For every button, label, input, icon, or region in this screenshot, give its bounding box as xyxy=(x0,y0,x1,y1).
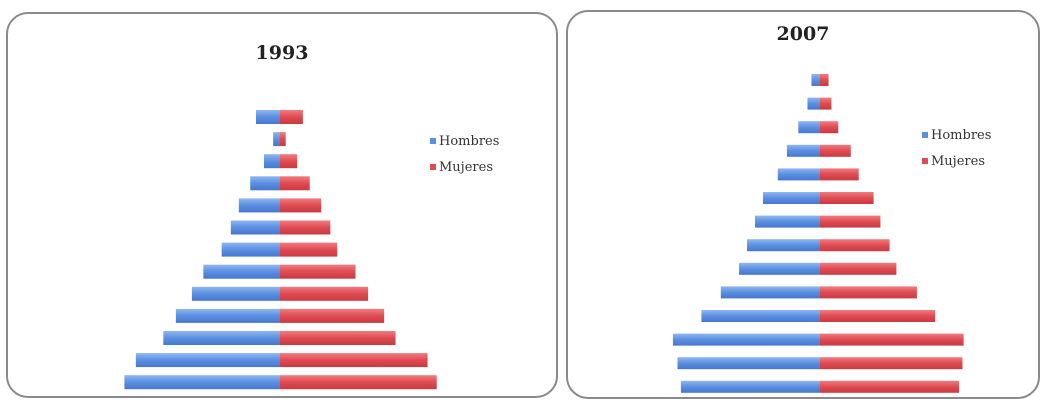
bar-mujeres xyxy=(820,121,839,134)
chart-title: 2007 xyxy=(776,23,830,45)
bar-hombres xyxy=(777,168,820,181)
bar-hombres xyxy=(107,397,280,398)
pyramid-panel-2007: 2007 Hombres Mujeres xyxy=(566,10,1040,399)
bar-hombres xyxy=(163,331,280,345)
bar-mujeres xyxy=(820,239,890,252)
bar-mujeres xyxy=(820,215,881,228)
bar-mujeres xyxy=(820,333,964,346)
bar-hombres xyxy=(221,242,280,257)
bar-hombres xyxy=(124,375,280,390)
bar-mujeres xyxy=(820,262,897,275)
bar-hombres xyxy=(203,264,280,279)
bar-hombres xyxy=(263,154,280,169)
bar-mujeres xyxy=(820,168,859,181)
bar-hombres xyxy=(811,74,820,86)
bar-mujeres xyxy=(820,357,963,370)
bar-hombres xyxy=(175,308,280,323)
bar-mujeres xyxy=(280,308,385,323)
bar-hombres xyxy=(250,176,280,191)
bar-mujeres xyxy=(280,264,356,279)
bar-mujeres xyxy=(280,397,448,398)
bar-mujeres xyxy=(280,375,437,390)
legend-item-mujeres: Mujeres xyxy=(922,152,991,170)
bar-mujeres xyxy=(820,74,829,86)
bar-hombres xyxy=(677,357,820,370)
bar-mujeres xyxy=(280,286,369,301)
bar-hombres xyxy=(755,215,820,228)
pyramid-chart-2007 xyxy=(672,74,964,393)
bar-hombres xyxy=(798,121,820,134)
bar-hombres xyxy=(701,310,820,322)
bar-hombres xyxy=(135,353,280,368)
legend-item-mujeres: Mujeres xyxy=(430,158,499,176)
bar-hombres xyxy=(786,144,820,157)
bar-hombres xyxy=(807,97,820,110)
bar-hombres xyxy=(747,239,820,252)
bar-hombres xyxy=(238,198,280,213)
legend-label-mujeres: Mujeres xyxy=(931,153,985,169)
bar-mujeres xyxy=(820,192,874,204)
bar-mujeres xyxy=(820,286,917,299)
legend-label-hombres: Hombres xyxy=(439,133,500,149)
bar-hombres xyxy=(255,110,280,124)
bar-mujeres xyxy=(280,353,428,368)
legend-swatch-mujeres xyxy=(430,164,436,170)
legend: Hombres Mujeres xyxy=(922,126,991,178)
bar-mujeres xyxy=(280,154,298,169)
legend-swatch-hombres xyxy=(430,138,436,144)
chart-title: 1993 xyxy=(255,42,309,64)
bar-hombres xyxy=(763,192,820,204)
bar-mujeres xyxy=(820,144,851,157)
bar-mujeres xyxy=(820,380,960,393)
bar-hombres xyxy=(273,132,280,147)
legend-label-hombres: Hombres xyxy=(931,127,992,143)
legend-swatch-hombres xyxy=(922,132,928,138)
pyramid-chart-1993 xyxy=(107,110,448,398)
bar-hombres xyxy=(191,286,280,301)
legend-label-mujeres: Mujeres xyxy=(439,159,493,175)
bar-hombres xyxy=(680,380,820,393)
legend: Hombres Mujeres xyxy=(430,132,499,184)
bar-mujeres xyxy=(280,176,310,191)
bar-mujeres xyxy=(280,110,303,124)
legend-item-hombres: Hombres xyxy=(430,132,499,150)
bar-mujeres xyxy=(280,242,338,257)
bar-hombres xyxy=(720,286,820,299)
bar-hombres xyxy=(230,220,280,235)
legend-swatch-mujeres xyxy=(922,158,928,164)
bar-hombres xyxy=(739,262,820,275)
bar-mujeres xyxy=(280,198,322,213)
pyramid-panel-1993: 1993 Hombres Mujeres xyxy=(6,12,558,398)
bar-mujeres xyxy=(280,132,286,147)
bar-mujeres xyxy=(280,220,331,235)
bar-mujeres xyxy=(280,331,396,345)
bar-mujeres xyxy=(820,310,936,322)
legend-item-hombres: Hombres xyxy=(922,126,991,144)
bar-hombres xyxy=(672,333,820,346)
bar-mujeres xyxy=(820,97,832,110)
